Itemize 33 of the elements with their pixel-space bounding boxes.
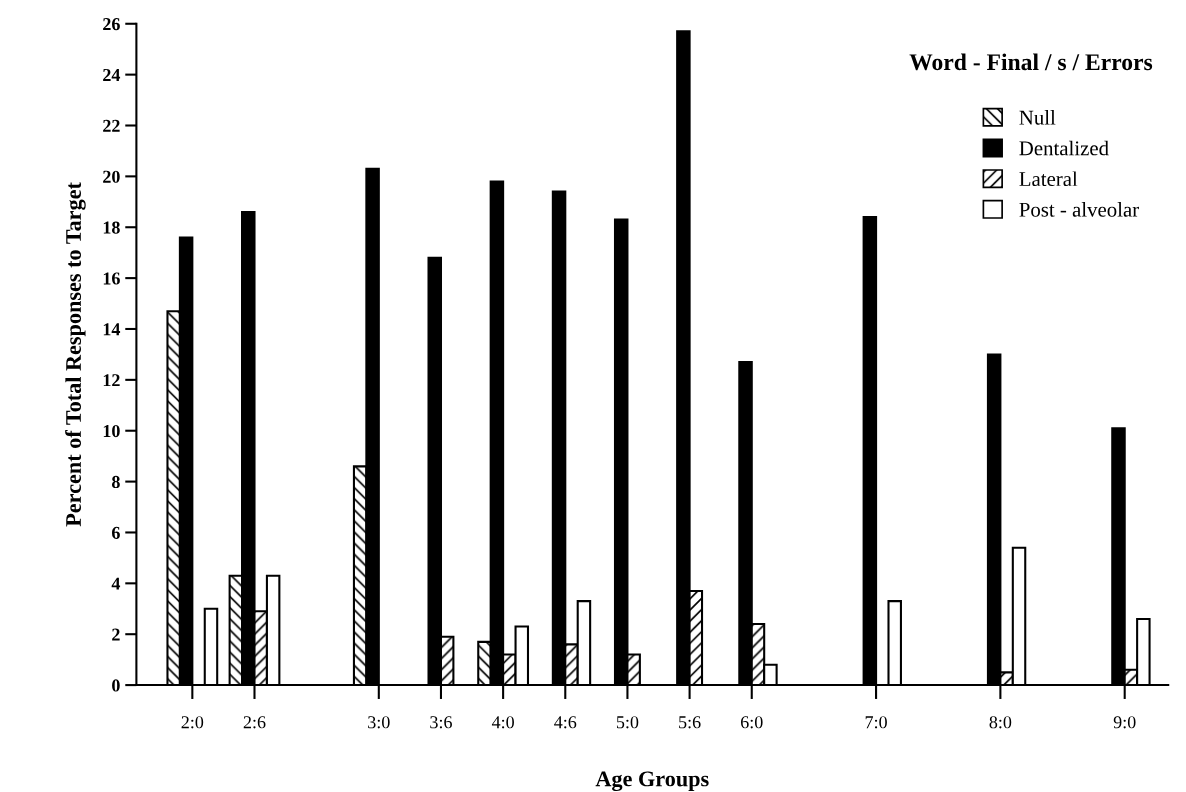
- x-tick-label: 5:6: [679, 716, 701, 729]
- x-tick-label: 2:6: [243, 716, 266, 729]
- y-tick-label: 12: [103, 374, 120, 387]
- x-axis-title: Age Groups: [595, 771, 709, 792]
- legend-label: Null: [1019, 110, 1056, 125]
- legend-label: Post - alveolar: [1019, 202, 1139, 217]
- y-tick-label: 24: [103, 68, 121, 81]
- y-tick-label: 18: [103, 221, 120, 234]
- y-tick-label: 10: [103, 424, 120, 438]
- y-tick-label: 2: [112, 628, 120, 641]
- y-tick-label: 6: [112, 526, 120, 539]
- y-tick-label: 14: [103, 323, 121, 336]
- y-tick-label: 22: [103, 119, 120, 132]
- x-tick-label: 4:0: [491, 716, 514, 729]
- x-tick-label: 5:0: [616, 716, 639, 729]
- x-tick-label: 6:0: [740, 716, 763, 729]
- y-tick-label: 16: [103, 272, 120, 285]
- x-tick-label: 8:0: [989, 716, 1012, 729]
- y-tick-label: 26: [103, 18, 120, 31]
- x-tick-label: 7:0: [865, 716, 887, 729]
- legend-label: Lateral: [1019, 171, 1078, 187]
- y-axis-title: Percent of Total Responses to Target: [65, 182, 86, 527]
- y-tick-label: 4: [111, 577, 121, 590]
- x-tick-label: 9:0: [1113, 716, 1136, 729]
- y-tick-label: 0: [112, 679, 120, 692]
- legend-label: Dentalized: [1019, 140, 1109, 156]
- x-tick-label: 3:0: [368, 716, 390, 729]
- x-tick-label: 4:6: [554, 716, 577, 729]
- y-tick-label: 8: [111, 475, 120, 489]
- x-tick-label: 3:6: [430, 716, 452, 729]
- y-tick-label: 20: [103, 170, 120, 183]
- x-tick-label: 2:0: [181, 716, 204, 729]
- text: Word - Final / s / Errors: [909, 53, 1153, 71]
